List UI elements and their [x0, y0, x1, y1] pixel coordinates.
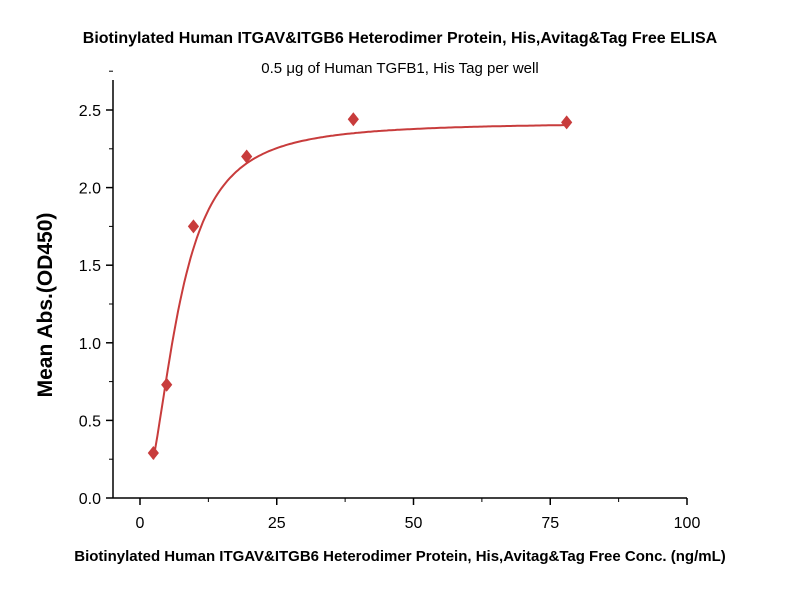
y-tick-label: 2.5 [79, 103, 101, 120]
y-tick-label: 2.0 [79, 181, 101, 198]
x-tick-label: 75 [541, 515, 559, 532]
data-point [147, 445, 159, 460]
y-tick-label: 1.0 [79, 336, 101, 353]
chart-title: Biotinylated Human ITGAV&ITGB6 Heterodim… [82, 30, 718, 47]
y-tick-label: 0.0 [79, 491, 101, 508]
chart-subtitle: 0.5 μg of Human TGFB1, His Tag per well [261, 60, 539, 77]
x-tick-label: 25 [268, 515, 286, 532]
y-axis-label: Mean Abs.(OD450) [34, 213, 57, 398]
data-point [241, 149, 253, 164]
data-point [561, 115, 573, 130]
y-tick-label: 1.5 [79, 258, 101, 275]
data-point [161, 377, 173, 392]
x-tick-label: 100 [674, 515, 701, 532]
y-tick-label: 0.5 [79, 413, 101, 430]
data-point [347, 112, 359, 127]
fit-curve [152, 124, 567, 460]
data-point [187, 219, 200, 234]
x-tick-label: 50 [405, 515, 423, 532]
x-axis-label: Biotinylated Human ITGAV&ITGB6 Heterodim… [74, 548, 726, 565]
x-tick-label: 0 [136, 515, 145, 532]
